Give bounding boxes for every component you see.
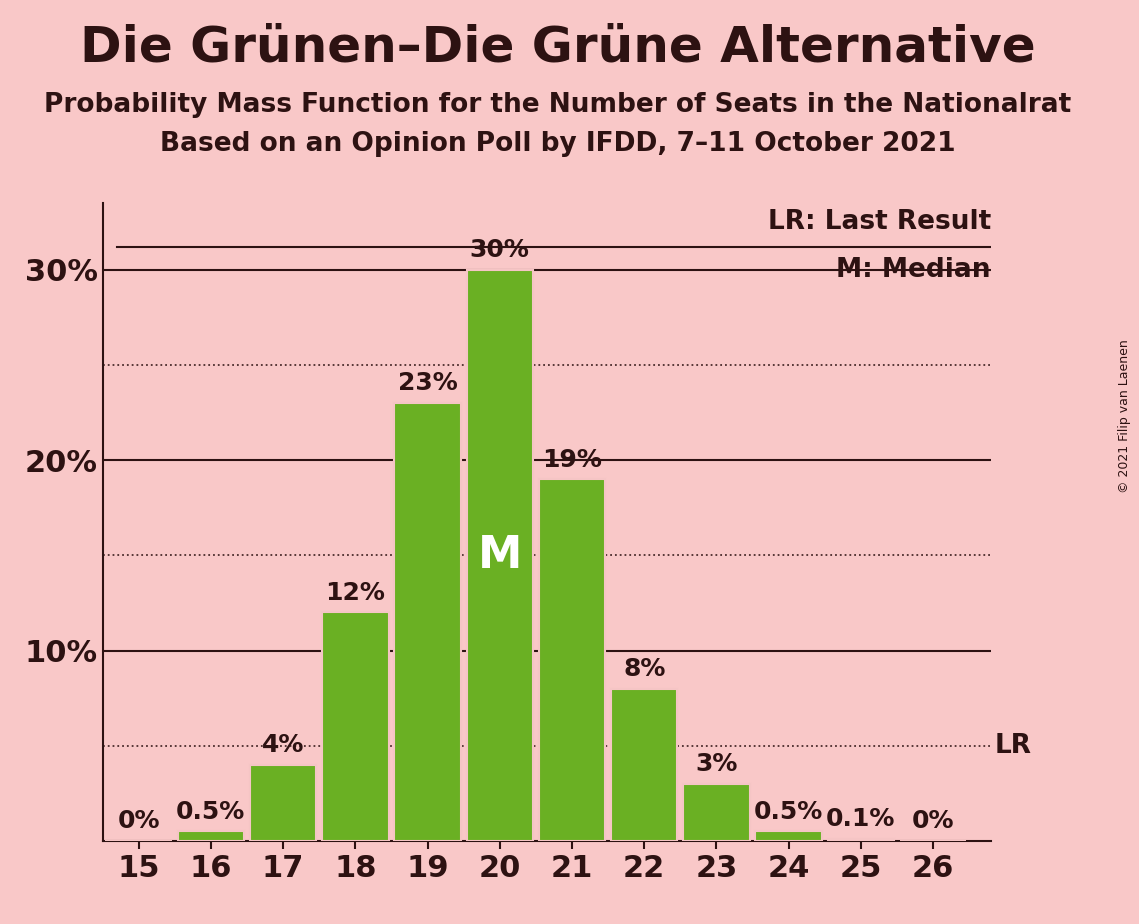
Text: 0.1%: 0.1% — [826, 808, 895, 832]
Bar — [539, 480, 605, 841]
Text: M: M — [477, 534, 522, 577]
Bar — [611, 688, 678, 841]
Bar — [322, 613, 388, 841]
Text: 8%: 8% — [623, 657, 665, 681]
Text: 4%: 4% — [262, 733, 304, 757]
Text: 0%: 0% — [912, 809, 954, 833]
Text: 23%: 23% — [398, 371, 458, 395]
Text: LR: Last Result: LR: Last Result — [768, 210, 991, 236]
Text: Based on an Opinion Poll by IFDD, 7–11 October 2021: Based on an Opinion Poll by IFDD, 7–11 O… — [161, 131, 956, 157]
Text: 30%: 30% — [469, 238, 530, 262]
Bar — [828, 839, 894, 841]
Bar — [249, 765, 317, 841]
Bar — [178, 832, 244, 841]
Bar — [467, 270, 533, 841]
Text: M: Median: M: Median — [836, 257, 991, 283]
Bar — [755, 832, 822, 841]
Text: Probability Mass Function for the Number of Seats in the Nationalrat: Probability Mass Function for the Number… — [44, 92, 1072, 118]
Text: © 2021 Filip van Laenen: © 2021 Filip van Laenen — [1118, 339, 1131, 492]
Text: 0.5%: 0.5% — [754, 799, 823, 823]
Text: LR: LR — [994, 733, 1032, 759]
Text: 0%: 0% — [117, 809, 159, 833]
Text: 3%: 3% — [695, 752, 738, 776]
Bar — [394, 403, 461, 841]
Text: Die Grünen–Die Grüne Alternative: Die Grünen–Die Grüne Alternative — [80, 23, 1036, 71]
Text: 12%: 12% — [326, 581, 385, 605]
Text: 19%: 19% — [542, 447, 601, 471]
Text: 0.5%: 0.5% — [177, 799, 246, 823]
Bar — [683, 784, 749, 841]
